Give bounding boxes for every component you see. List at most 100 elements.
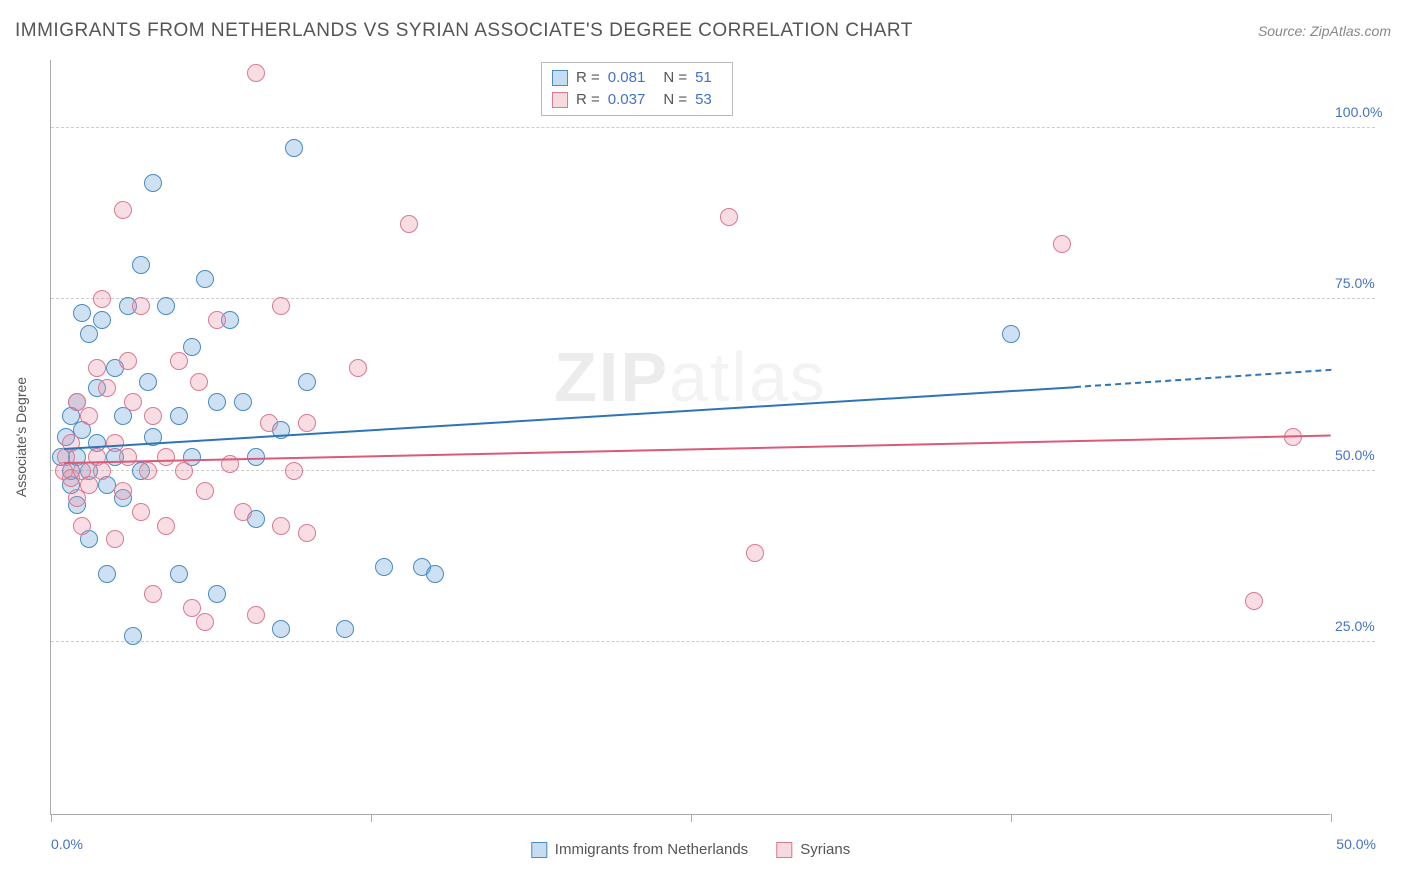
trend-line bbox=[1075, 369, 1331, 388]
data-point bbox=[247, 64, 265, 82]
data-point bbox=[190, 373, 208, 391]
legend-swatch bbox=[776, 842, 792, 858]
data-point bbox=[93, 462, 111, 480]
y-tick-label: 50.0% bbox=[1335, 447, 1385, 463]
data-point bbox=[139, 373, 157, 391]
correlation-legend: R = 0.081 N = 51 R = 0.037 N = 53 bbox=[541, 62, 733, 116]
legend-r-value: 0.081 bbox=[608, 67, 646, 89]
data-point bbox=[114, 201, 132, 219]
data-point bbox=[80, 407, 98, 425]
legend-row: R = 0.081 N = 51 bbox=[552, 67, 722, 89]
legend-row: R = 0.037 N = 53 bbox=[552, 89, 722, 111]
legend-r-value: 0.037 bbox=[608, 89, 646, 111]
data-point bbox=[93, 311, 111, 329]
data-point bbox=[208, 311, 226, 329]
data-point bbox=[196, 482, 214, 500]
series-legend: Immigrants from Netherlands Syrians bbox=[531, 841, 850, 858]
data-point bbox=[119, 352, 137, 370]
data-point bbox=[260, 414, 278, 432]
data-point bbox=[119, 448, 137, 466]
legend-n-value: 51 bbox=[695, 67, 712, 89]
data-point bbox=[746, 544, 764, 562]
data-point bbox=[1002, 325, 1020, 343]
data-point bbox=[98, 379, 116, 397]
data-point bbox=[124, 627, 142, 645]
data-point bbox=[157, 517, 175, 535]
x-tick-label: 50.0% bbox=[1336, 836, 1376, 852]
data-point bbox=[234, 503, 252, 521]
data-point bbox=[144, 585, 162, 603]
data-point bbox=[157, 448, 175, 466]
legend-r-label: R = bbox=[576, 89, 600, 111]
data-point bbox=[175, 462, 193, 480]
data-point bbox=[400, 215, 418, 233]
gridline-h bbox=[51, 641, 1375, 642]
data-point bbox=[132, 297, 150, 315]
y-tick-label: 25.0% bbox=[1335, 618, 1385, 634]
y-axis-title: Associate's Degree bbox=[13, 377, 29, 497]
data-point bbox=[88, 359, 106, 377]
data-point bbox=[139, 462, 157, 480]
data-point bbox=[298, 414, 316, 432]
data-point bbox=[170, 352, 188, 370]
y-tick-label: 100.0% bbox=[1335, 104, 1385, 120]
plot-area: Associate's Degree ZIPatlas R =0.081N =5… bbox=[50, 60, 1330, 815]
data-point bbox=[272, 297, 290, 315]
y-tick-label: 75.0% bbox=[1335, 275, 1385, 291]
data-point bbox=[375, 558, 393, 576]
x-tick bbox=[1331, 814, 1332, 822]
data-point bbox=[170, 407, 188, 425]
data-point bbox=[124, 393, 142, 411]
watermark-part1: ZIP bbox=[554, 338, 669, 416]
data-point bbox=[106, 530, 124, 548]
x-tick bbox=[371, 814, 372, 822]
data-point bbox=[93, 290, 111, 308]
x-tick bbox=[691, 814, 692, 822]
data-point bbox=[132, 256, 150, 274]
data-point bbox=[272, 620, 290, 638]
data-point bbox=[285, 462, 303, 480]
data-point bbox=[247, 606, 265, 624]
data-point bbox=[298, 373, 316, 391]
data-point bbox=[234, 393, 252, 411]
data-point bbox=[208, 585, 226, 603]
data-point bbox=[1053, 235, 1071, 253]
x-tick-label: 0.0% bbox=[51, 836, 83, 852]
data-point bbox=[170, 565, 188, 583]
legend-swatch bbox=[552, 70, 568, 86]
legend-series-name: Syrians bbox=[800, 841, 850, 858]
legend-swatch bbox=[531, 842, 547, 858]
chart-source: Source: ZipAtlas.com bbox=[1258, 23, 1391, 39]
gridline-h bbox=[51, 298, 1375, 299]
x-tick bbox=[51, 814, 52, 822]
legend-item: Immigrants from Netherlands bbox=[531, 841, 748, 858]
chart-title: IMMIGRANTS FROM NETHERLANDS VS SYRIAN AS… bbox=[15, 20, 913, 42]
data-point bbox=[98, 565, 116, 583]
data-point bbox=[68, 489, 86, 507]
legend-r-label: R = bbox=[576, 67, 600, 89]
legend-n-value: 53 bbox=[695, 89, 712, 111]
data-point bbox=[298, 524, 316, 542]
data-point bbox=[272, 517, 290, 535]
chart-header: IMMIGRANTS FROM NETHERLANDS VS SYRIAN AS… bbox=[15, 20, 1391, 42]
data-point bbox=[80, 476, 98, 494]
data-point bbox=[1245, 592, 1263, 610]
data-point bbox=[196, 270, 214, 288]
data-point bbox=[132, 503, 150, 521]
data-point bbox=[73, 517, 91, 535]
legend-series-name: Immigrants from Netherlands bbox=[555, 841, 748, 858]
data-point bbox=[285, 139, 303, 157]
data-point bbox=[426, 565, 444, 583]
data-point bbox=[114, 482, 132, 500]
data-point bbox=[720, 208, 738, 226]
data-point bbox=[183, 338, 201, 356]
legend-swatch bbox=[552, 92, 568, 108]
gridline-h bbox=[51, 470, 1375, 471]
data-point bbox=[73, 304, 91, 322]
data-point bbox=[80, 325, 98, 343]
data-point bbox=[336, 620, 354, 638]
legend-n-label: N = bbox=[663, 67, 687, 89]
gridline-h bbox=[51, 127, 1375, 128]
data-point bbox=[349, 359, 367, 377]
legend-n-label: N = bbox=[663, 89, 687, 111]
